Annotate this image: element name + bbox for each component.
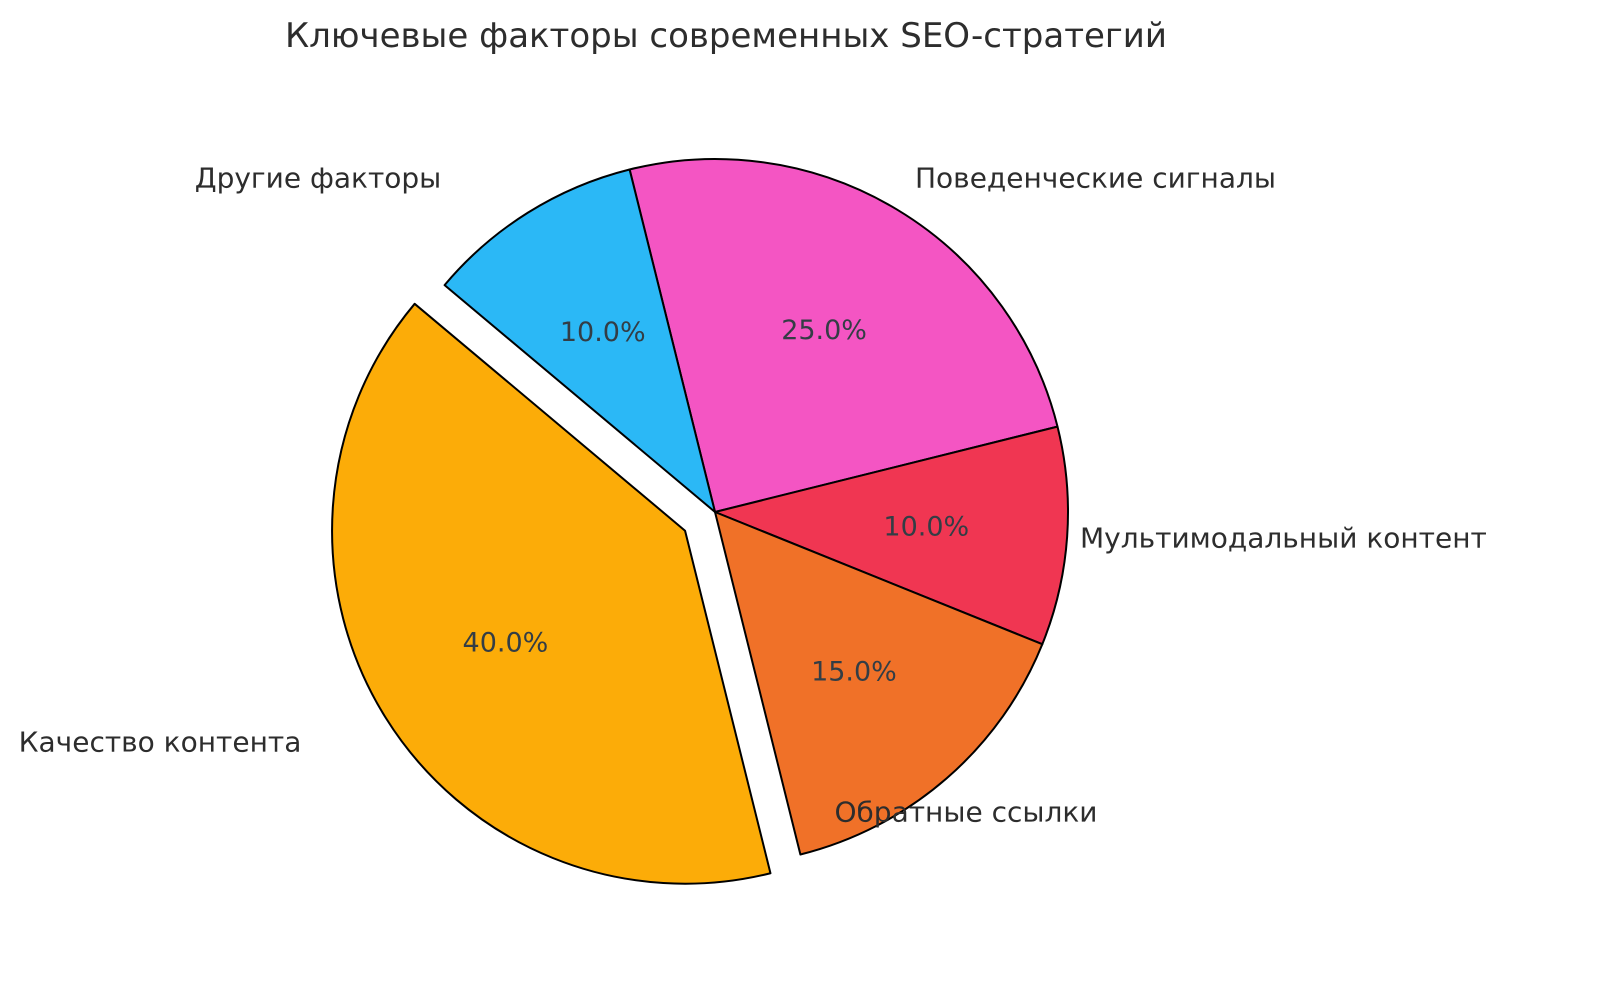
pie-category-label-2: Мультимодальный контент <box>1080 522 1487 555</box>
pie-slice-4 <box>331 302 772 885</box>
pie-percent-label-3: 15.0% <box>811 656 897 687</box>
pie-slice-1 <box>628 158 1059 513</box>
pie-slice-2 <box>714 425 1069 646</box>
pie-category-label-4: Качество контента <box>19 726 302 759</box>
pie-slice-5 <box>443 168 716 513</box>
pie-slice-3 <box>714 511 1044 856</box>
pie-percent-label-5: 10.0% <box>560 317 646 348</box>
pie-category-label-3: Обратные ссылки <box>835 796 1098 829</box>
pie-percent-label-4: 40.0% <box>463 627 549 658</box>
pie-category-label-5: Другие факторы <box>195 162 442 195</box>
pie-percent-label-2: 10.0% <box>883 511 969 542</box>
chart-title: Ключевые факторы современных SEO-стратег… <box>285 16 1167 56</box>
pie-percent-label-1: 25.0% <box>781 315 867 346</box>
pie-category-label-1: Поведенческие сигналы <box>915 162 1276 195</box>
